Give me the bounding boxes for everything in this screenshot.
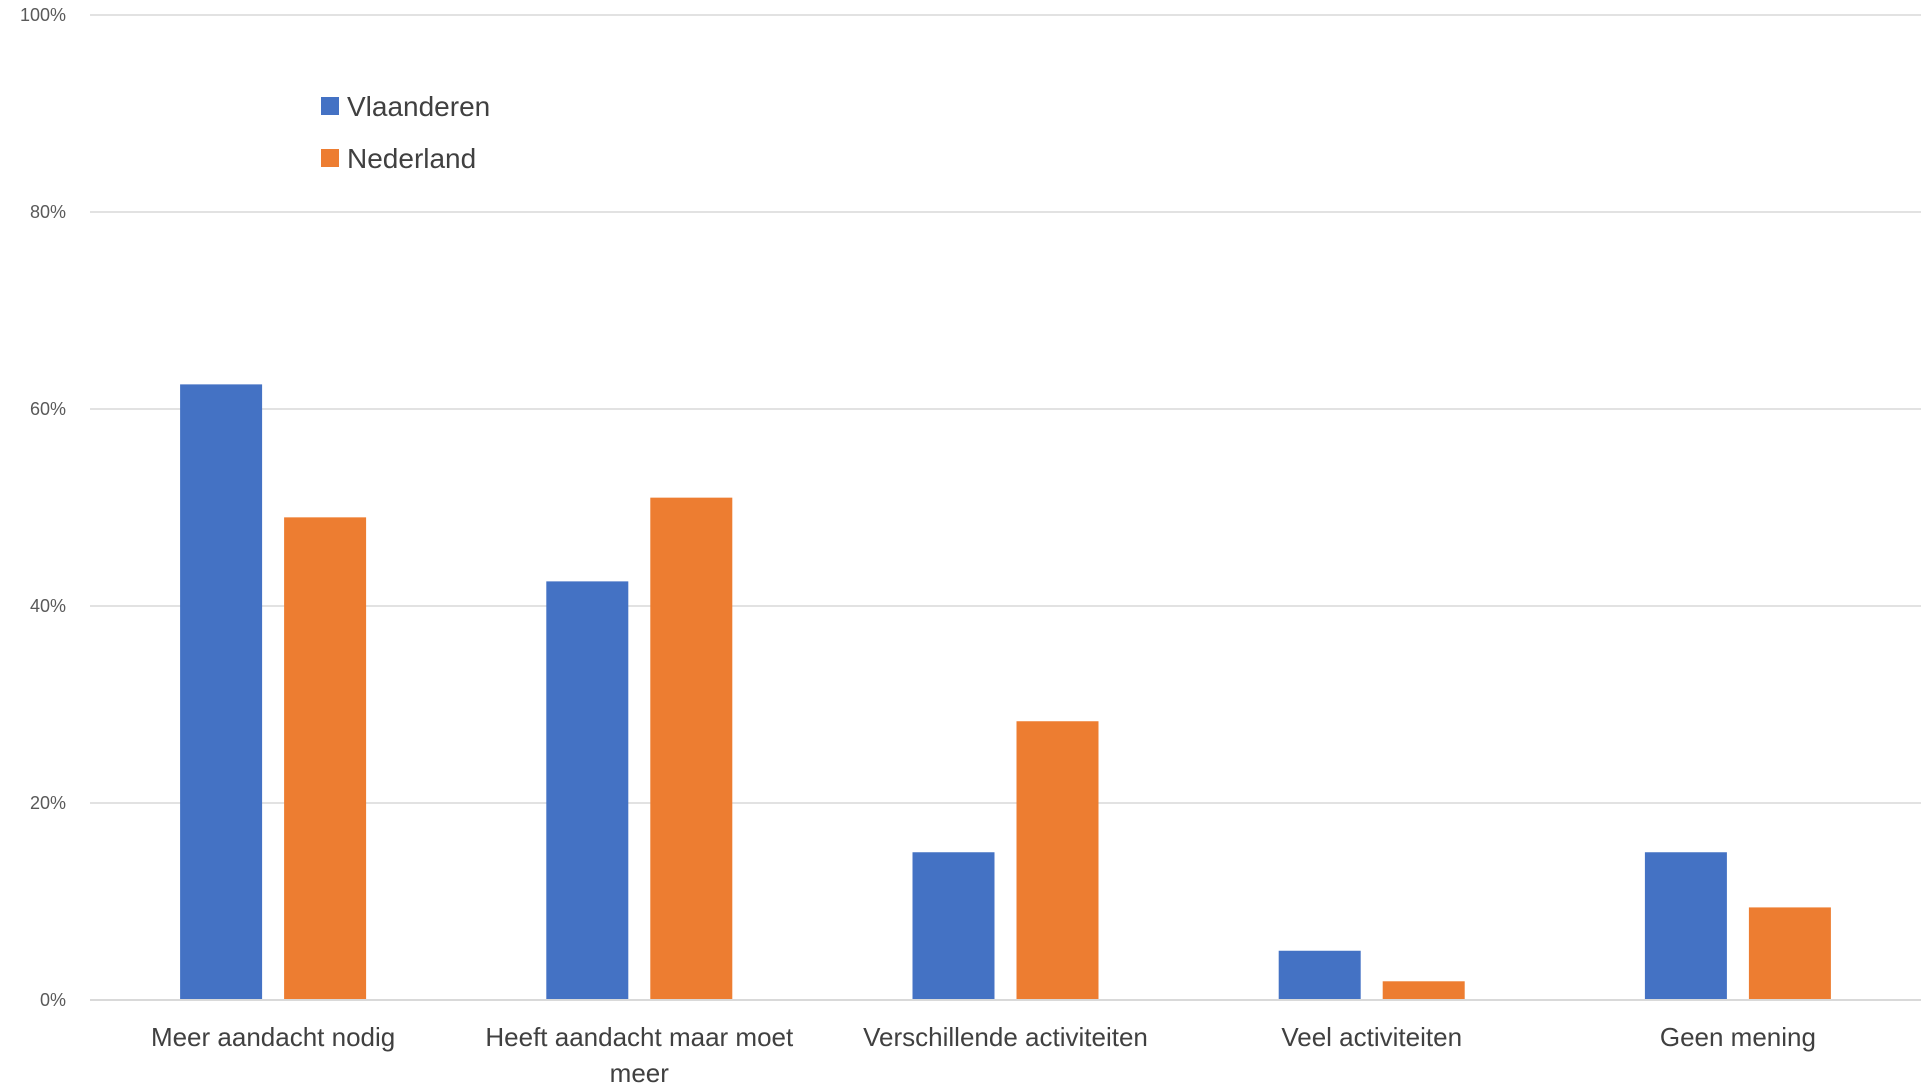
x-category-label-verschillende-activiteiten: Verschillende activiteiten <box>863 1022 1148 1052</box>
bar-nederland-meer-aandacht-nodig <box>284 517 367 1000</box>
legend-swatch-vlaanderen <box>321 97 339 115</box>
y-tick-label-20: 20% <box>30 793 66 813</box>
bar-vlaanderen-heeft-aandacht-maar-moet-meer <box>546 581 629 1000</box>
x-category-label-meer-aandacht-nodig: Meer aandacht nodig <box>151 1022 395 1052</box>
bar-nederland-verschillende-activiteiten <box>1016 721 1099 1000</box>
y-tick-label-0: 0% <box>40 990 66 1010</box>
x-category-label-geen-mening: Geen mening <box>1660 1022 1816 1052</box>
x-category-label-veel-activiteiten: Veel activiteiten <box>1281 1022 1462 1052</box>
legend-swatch-nederland <box>321 149 339 167</box>
bar-vlaanderen-veel-activiteiten <box>1278 950 1361 1000</box>
bar-nederland-heeft-aandacht-maar-moet-meer <box>650 497 733 1000</box>
bar-nederland-veel-activiteiten <box>1382 981 1465 1000</box>
y-tick-label-40: 40% <box>30 596 66 616</box>
legend: Vlaanderen Nederland <box>321 91 490 174</box>
x-axis-category-labels: Meer aandacht nodig Heeft aandacht maar m… <box>151 1022 1816 1088</box>
legend-label-nederland: Nederland <box>347 143 476 174</box>
gridlines <box>90 14 1921 804</box>
x-category-label-heeft-aandacht-maar-moet-meer: Heeft aandacht maar moet meer <box>485 1022 794 1088</box>
y-axis-tick-labels: 0% 20% 40% 60% 80% 100% <box>20 5 66 1010</box>
bars <box>180 384 1831 1000</box>
bar-vlaanderen-geen-mening <box>1644 852 1727 1000</box>
bar-vlaanderen-meer-aandacht-nodig <box>180 384 263 1000</box>
bar-nederland-geen-mening <box>1748 907 1831 1000</box>
bar-vlaanderen-verschillende-activiteiten <box>912 852 995 1000</box>
legend-label-vlaanderen: Vlaanderen <box>347 91 490 122</box>
y-tick-label-60: 60% <box>30 399 66 419</box>
y-tick-label-100: 100% <box>20 5 66 25</box>
y-tick-label-80: 80% <box>30 202 66 222</box>
